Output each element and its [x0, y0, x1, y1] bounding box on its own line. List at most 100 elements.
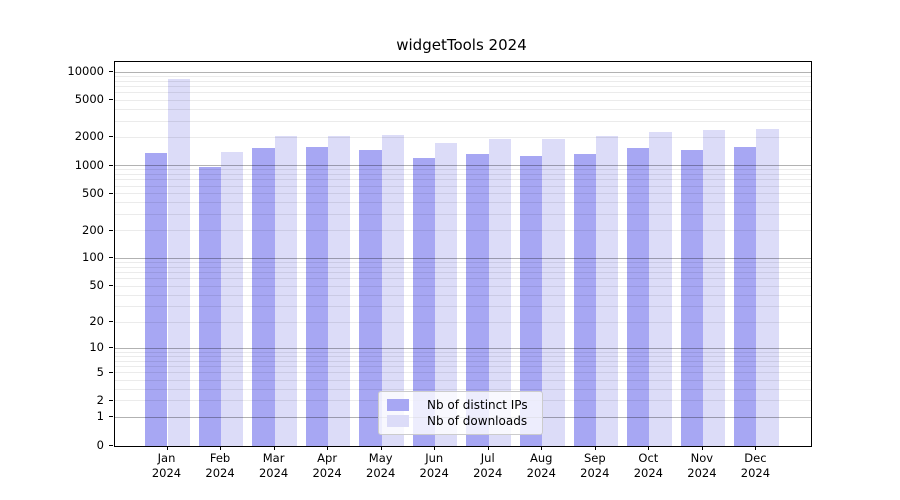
bar-distinct-ips-sep: [573, 154, 596, 446]
x-tick-label-dec: Dec 2024: [725, 451, 785, 482]
minor-gridline-9: [114, 351, 811, 353]
bar-downloads-oct: [649, 131, 672, 446]
minor-gridline-20: [114, 321, 811, 323]
minor-gridline-8000: [114, 80, 811, 82]
bar-distinct-ips-may: [359, 149, 382, 446]
y-tick-label-1: 1: [96, 409, 104, 424]
x-tick-label-oct: Oct 2024: [618, 451, 678, 482]
bar-downloads-dec: [756, 128, 779, 446]
gridlines-layer: [114, 62, 811, 446]
minor-gridline-500: [114, 193, 811, 195]
minor-gridline-80: [114, 266, 811, 268]
x-tick-mark-jan: [166, 445, 168, 450]
y-tick-label-5000: 5000: [74, 92, 104, 107]
plot-area: [113, 61, 812, 447]
bar-downloads-aug: [542, 139, 565, 446]
legend-swatch-distinct-ips: [387, 399, 409, 411]
x-tick-year-may: 2024: [366, 466, 396, 480]
bar-distinct-ips-dec: [734, 146, 757, 446]
x-tick-mark-dec: [755, 445, 757, 450]
minor-gridline-4: [114, 379, 811, 381]
y-tick-mark-10: [109, 347, 113, 349]
y-tick-label-100: 100: [82, 250, 104, 265]
x-tick-label-feb: Feb 2024: [190, 451, 250, 482]
chart-title: widgetTools 2024: [396, 36, 527, 54]
x-tick-label-jun: Jun 2024: [404, 451, 464, 482]
major-gridline-10: [114, 347, 811, 349]
x-tick-mark-mar: [273, 445, 275, 450]
minor-gridline-30: [114, 305, 811, 307]
bar-distinct-ips-jan: [145, 153, 168, 446]
legend: Nb of distinct IPs Nb of downloads: [378, 391, 543, 435]
minor-gridline-400: [114, 202, 811, 204]
x-tick-mark-sep: [594, 445, 596, 450]
legend-swatch-downloads: [387, 415, 409, 427]
y-tick-mark-100: [109, 257, 113, 259]
bar-downloads-nov: [702, 130, 726, 446]
minor-gridline-2000: [114, 136, 811, 138]
y-tick-label-2000: 2000: [74, 129, 104, 144]
y-tick-label-1000: 1000: [74, 157, 104, 172]
bar-downloads-mar: [274, 135, 297, 446]
y-tick-label-10000: 10000: [67, 64, 104, 79]
x-tick-label-aug: Aug 2024: [511, 451, 571, 482]
minor-gridline-60: [114, 278, 811, 280]
x-tick-mark-jun: [434, 445, 436, 450]
major-gridline-100: [114, 257, 811, 259]
x-tick-label-apr: Apr 2024: [297, 451, 357, 482]
minor-gridline-40: [114, 294, 811, 296]
minor-gridline-200: [114, 230, 811, 232]
bar-distinct-ips-feb: [198, 167, 222, 446]
minor-gridline-3000: [114, 120, 811, 122]
x-tick-label-may: May 2024: [351, 451, 411, 482]
bar-distinct-ips-apr: [305, 147, 329, 446]
minor-gridline-6000: [114, 92, 811, 94]
minor-gridline-3: [114, 388, 811, 390]
x-tick-year-nov: 2024: [687, 466, 717, 480]
legend-item-downloads: Nb of downloads: [387, 414, 534, 428]
bar-distinct-ips-mar: [252, 147, 275, 446]
x-tick-year-aug: 2024: [526, 466, 556, 480]
y-tick-label-5: 5: [96, 364, 104, 379]
x-tick-year-sep: 2024: [580, 466, 610, 480]
x-tick-mark-aug: [541, 445, 543, 450]
minor-gridline-9000: [114, 76, 811, 78]
minor-gridline-6: [114, 366, 811, 368]
y-tick-label-0: 0: [96, 437, 104, 452]
x-tick-label-mar: Mar 2024: [244, 451, 304, 482]
y-tick-label-500: 500: [82, 185, 104, 200]
bar-distinct-ips-aug: [519, 155, 543, 446]
minor-gridline-700: [114, 179, 811, 181]
minor-gridline-70: [114, 272, 811, 274]
major-gridline-10000: [114, 71, 811, 73]
minor-gridline-300: [114, 213, 811, 215]
bar-distinct-ips-jun: [412, 158, 436, 446]
y-tick-mark-1000: [109, 164, 113, 166]
x-tick-mark-nov: [701, 445, 703, 450]
minor-gridline-4000: [114, 108, 811, 110]
x-tick-year-apr: 2024: [312, 466, 342, 480]
x-tick-label-jan: Jan 2024: [137, 451, 197, 482]
bar-downloads-jan: [167, 79, 190, 446]
x-tick-label-sep: Sep 2024: [565, 451, 625, 482]
minor-gridline-600: [114, 185, 811, 187]
minor-gridline-5: [114, 372, 811, 374]
minor-gridline-5000: [114, 99, 811, 101]
y-tick-mark-2000: [109, 136, 113, 138]
x-tick-mark-oct: [648, 445, 650, 450]
x-tick-mark-jul: [487, 445, 489, 450]
bar-downloads-sep: [595, 135, 619, 446]
minor-gridline-7: [114, 360, 811, 362]
y-tick-mark-500: [109, 192, 113, 194]
x-tick-mark-may: [380, 445, 382, 450]
bar-downloads-apr: [328, 136, 351, 446]
x-tick-year-oct: 2024: [633, 466, 663, 480]
x-tick-label-nov: Nov 2024: [672, 451, 732, 482]
y-tick-mark-5: [109, 371, 113, 373]
bar-downloads-jun: [435, 142, 458, 446]
x-tick-year-jun: 2024: [419, 466, 449, 480]
y-tick-mark-200: [109, 229, 113, 231]
bar-distinct-ips-jul: [466, 154, 489, 446]
y-tick-mark-1: [109, 416, 113, 418]
y-tick-label-50: 50: [89, 278, 104, 293]
